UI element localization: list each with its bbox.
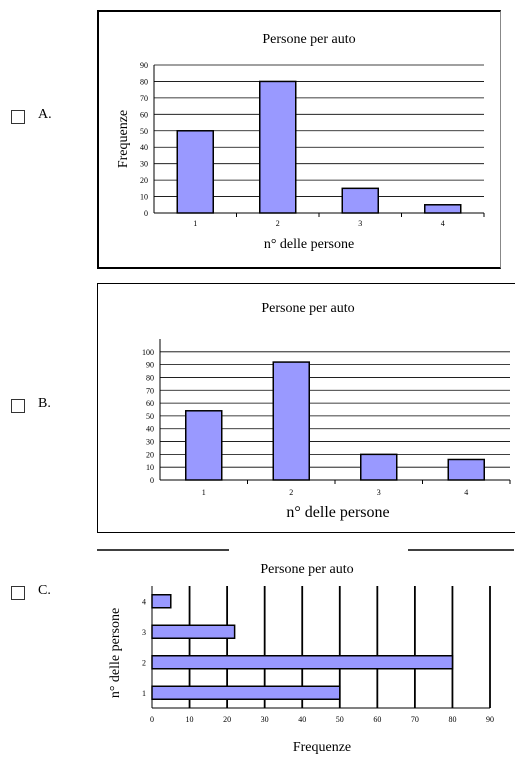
y-tick-label: 20 [140,176,148,185]
y-axis-label: n° delle persone [108,608,123,698]
x-axis-label: Frequenze [293,740,351,755]
y-tick-label: 1 [142,689,146,698]
bar-4 [151,594,172,609]
x-axis-label: n° delle persone [286,504,389,521]
y-tick-label: 2 [142,658,146,667]
option-c-checkbox[interactable] [11,586,25,600]
x-tick-label: 90 [486,715,494,724]
option-b: B. Persone per auto 0 10 20 30 40 50 60 70 80 90 10… [0,278,515,538]
x-tick-label: 10 [186,715,194,724]
option-c-label: C. [38,583,51,598]
x-tick-label: 0 [150,715,154,724]
bar-2 [272,361,310,481]
y-tick-label: 0 [144,209,148,218]
y-tick-label: 40 [146,425,154,434]
bar-4 [447,458,485,481]
x-axis-label: n° delle persone [264,237,354,252]
bar-3 [360,453,398,481]
option-a-label: A. [38,107,52,122]
y-tick-label: 60 [146,399,154,408]
y-tick-label: 10 [146,463,154,472]
bar-2 [259,80,297,214]
x-tick-label: 30 [261,715,269,724]
x-tick-label: 50 [336,715,344,724]
x-tick-label: 3 [377,488,381,497]
x-tick-label: 1 [193,219,197,228]
x-tick-label: 80 [448,715,456,724]
y-tick-label: 10 [140,193,148,202]
y-tick-label: 30 [140,160,148,169]
x-tick-label: 1 [202,488,206,497]
x-tick-label: 4 [441,219,445,228]
bar-1 [176,130,214,214]
bar-1 [185,410,223,481]
x-tick-label: 70 [411,715,419,724]
x-tick-label: 40 [298,715,306,724]
bar-2 [151,655,454,670]
chart-title: Persone per auto [260,562,353,577]
bar-4 [424,204,462,214]
chart-b-svg: Persone per auto 0 10 20 30 40 50 60 70 80 90 100 1 2… [142,301,511,521]
y-tick-label: 20 [146,450,154,459]
y-tick-label: 70 [146,386,154,395]
chart-panel-a: Persone per auto 0 10 20 30 40 50 60 70 80 90 1 2 3 4 n… [97,10,501,269]
chart-panel-b: Persone per auto 0 10 20 30 40 50 60 70 80 90 100 1 2… [97,283,515,533]
chart-title: Persone per auto [262,32,355,47]
option-c: C. Persone per auto 0 10 20 30 40 50 60 70 80 90 1 2… [0,540,515,771]
y-tick-label: 40 [140,143,148,152]
chart-title: Persone per auto [261,301,354,316]
bar-3 [151,624,236,639]
chart-panel-c: Persone per auto 0 10 20 30 40 50 60 70 80 90 1 2 3 4 F… [97,548,514,771]
x-tick-label: 4 [464,488,468,497]
x-tick-label: 2 [276,219,280,228]
y-axis-label: Frequenze [116,110,131,168]
y-tick-label: 90 [140,61,148,70]
x-tick-label: 3 [358,219,362,228]
y-tick-label: 80 [146,373,154,382]
y-tick-label: 50 [146,412,154,421]
bar-3 [341,187,379,214]
y-tick-label: 60 [140,110,148,119]
option-b-label: B. [38,396,51,411]
y-tick-label: 3 [142,628,146,637]
y-tick-label: 100 [142,348,154,357]
x-tick-label: 2 [289,488,293,497]
y-tick-label: 4 [142,597,146,606]
y-tick-label: 30 [146,438,154,447]
y-tick-label: 0 [150,476,154,485]
chart-a-svg: Persone per auto 0 10 20 30 40 50 60 70 80 90 1 2 3 4 n… [116,32,485,252]
x-tick-label: 20 [223,715,231,724]
option-b-checkbox[interactable] [11,399,25,413]
y-tick-label: 90 [146,361,154,370]
option-a: A. Persone per auto 0 10 20 30 40 50 60 70 80 90 1 2… [0,0,515,275]
y-tick-label: 70 [140,94,148,103]
bar-1 [151,685,341,700]
option-a-checkbox[interactable] [11,110,25,124]
y-tick-label: 50 [140,127,148,136]
chart-c-svg: Persone per auto 0 10 20 30 40 50 60 70 80 90 1 2 3 4 F… [97,549,514,755]
y-tick-label: 80 [140,77,148,86]
x-tick-label: 60 [373,715,381,724]
